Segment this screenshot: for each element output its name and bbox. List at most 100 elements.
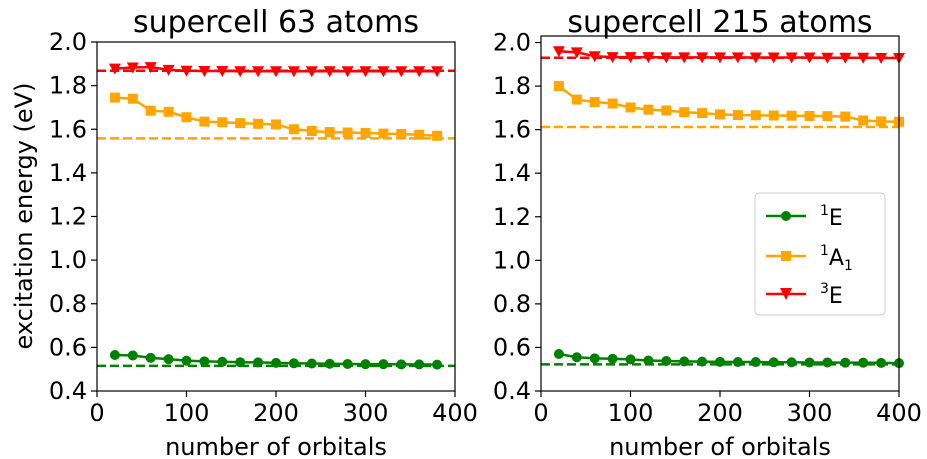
data-point-3E [839,52,852,64]
legend-label-sup: 1 [820,203,829,219]
data-point-1A1 [324,127,335,138]
data-point-3E [767,52,780,64]
data-point-3E [162,64,175,76]
y-tick-label: 2.0 [49,28,87,56]
y-tick-label: 1.4 [49,159,87,187]
data-point-1A1 [571,94,582,105]
x-axis-label: number of orbitals [609,433,831,459]
data-point-3E [126,62,139,74]
series-line-1A1 [114,96,438,138]
data-point-3E [803,52,816,64]
x-tick-label: 400 [876,399,922,427]
data-point-1E [625,354,636,365]
data-point-1A1 [679,107,690,118]
data-point-3E [749,52,762,64]
data-point-1A1 [253,118,264,129]
data-point-1E [768,357,779,368]
data-point-1E [199,356,210,367]
y-tick-label: 1.8 [493,72,531,100]
data-point-3E [570,47,583,59]
data-point-1A1 [858,115,869,126]
data-point-3E [359,66,372,78]
data-point-3E [588,51,601,63]
data-point-1A1 [378,128,389,139]
data-point-1E [840,357,851,368]
data-point-3E [180,65,193,77]
y-tick-label: 0.8 [493,290,531,318]
data-point-1A1 [235,118,246,129]
data-point-1E [750,357,761,368]
data-point-1A1 [876,116,887,127]
y-tick-label: 1.8 [49,72,87,100]
data-point-1E [271,357,281,368]
data-point-1A1 [625,102,636,113]
data-point-1A1 [271,119,281,130]
data-point-1E [324,358,335,369]
data-point-3E [714,52,726,64]
data-point-3E [624,52,637,64]
y-tick-label: 2.0 [493,29,531,57]
data-point-3E [377,66,390,78]
legend-label-main: A [829,246,844,271]
data-point-3E [341,66,354,78]
y-tick-label: 0.6 [493,333,531,361]
data-point-3E [642,52,655,64]
data-point-1E [589,353,600,364]
data-point-1A1 [661,105,672,116]
data-point-3E [305,66,318,78]
data-point-1E [342,358,353,369]
data-point-1E [396,359,407,370]
data-point-1A1 [109,92,120,103]
legend-entry-3E: 3E [766,281,843,309]
legend-marker-square [781,251,791,261]
data-point-1E [715,356,725,367]
data-point-1A1 [804,110,815,121]
data-point-1E [858,357,869,368]
data-point-3E [785,52,798,64]
data-point-1A1 [589,96,600,107]
y-tick-label: 1.0 [493,246,531,274]
data-point-1E [679,356,690,367]
data-point-3E [857,52,870,64]
data-point-1A1 [414,129,425,140]
data-point-1E [181,355,192,366]
data-point-3E [696,52,709,64]
x-tick-label: 0 [89,399,104,427]
data-point-1E [253,357,264,368]
chart-title: supercell 63 atoms [133,5,419,40]
plot-area: 0 100 200 300 400 0.4 0.6 0.8 1.0 1.2 1.4 1.6 1.8 2.0 [49,28,478,427]
x-tick-label: 300 [787,399,833,427]
x-tick-label: 400 [432,399,478,427]
data-point-1E [145,352,156,363]
chart-title: supercell 215 atoms [567,5,872,40]
data-point-1E [127,350,138,361]
data-point-1A1 [288,124,299,135]
data-point-3E [552,46,565,58]
data-point-3E [431,66,444,78]
y-tick-label: 1.6 [493,116,531,144]
data-point-1E [553,348,564,359]
data-point-1A1 [715,109,725,120]
data-point-3E [287,66,300,78]
x-tick-label: 100 [164,399,210,427]
data-point-3E [413,66,426,78]
data-point-1E [571,352,582,363]
data-point-1A1 [342,127,353,138]
data-point-3E [216,66,229,78]
x-tick-label: 200 [697,399,743,427]
y-tick-label: 1.2 [49,203,87,231]
legend-label: 1A1 [820,243,853,274]
data-point-1A1 [786,110,797,121]
data-point-1A1 [822,111,833,122]
legend-label-sup: 3 [820,281,829,297]
y-tick-label: 0.4 [493,377,531,405]
data-point-1E [163,354,174,365]
legend-entry-1E: 1E [766,203,843,231]
x-tick-label: 200 [253,399,299,427]
data-point-3E [821,52,834,64]
plot-frame [540,35,900,392]
data-point-1E [661,355,672,366]
data-point-1A1 [553,81,564,92]
data-point-1E [643,355,654,366]
